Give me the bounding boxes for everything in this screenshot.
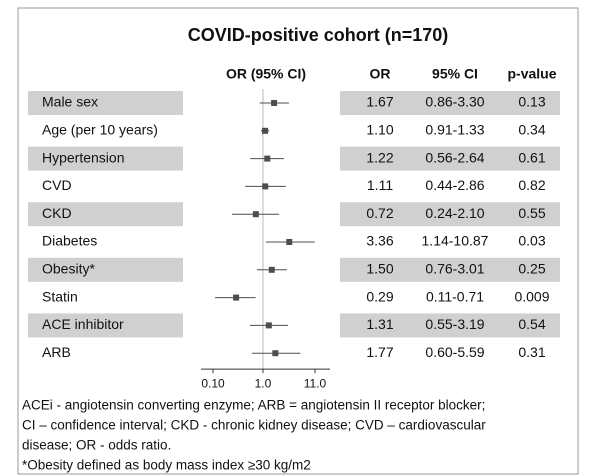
ci-value: 0.56-2.64	[425, 149, 484, 165]
p-value: 0.03	[518, 233, 545, 249]
or-value: 1.50	[366, 261, 393, 277]
point-estimate	[272, 350, 279, 357]
column-header: OR (95% CI)	[226, 66, 306, 82]
or-value: 1.10	[366, 122, 393, 138]
row-label: Age (per 10 years)	[42, 122, 158, 138]
ci-value: 0.11-0.71	[426, 288, 484, 304]
p-value: 0.31	[518, 344, 545, 360]
row-band	[28, 202, 183, 227]
row-band	[340, 146, 560, 171]
row-label: Obesity*	[42, 261, 95, 277]
frame	[17, 7, 579, 475]
ci-value: 0.24-2.10	[425, 205, 484, 221]
or-value: 0.72	[366, 205, 393, 221]
ci-value: 0.55-3.19	[425, 316, 484, 332]
row-band	[28, 91, 183, 115]
column-header: OR	[370, 66, 391, 82]
row-band	[340, 313, 560, 338]
footnote: ACEi - angiotensin converting enzyme; AR…	[22, 398, 485, 413]
x-tick-label: 0.10	[201, 376, 225, 390]
point-estimate	[265, 322, 272, 329]
row-label: CVD	[42, 177, 72, 193]
column-header: p-value	[507, 66, 556, 82]
row-label: Hypertension	[42, 149, 125, 165]
or-value: 3.36	[366, 233, 393, 249]
row-band	[340, 257, 560, 282]
point-estimate	[268, 266, 275, 273]
row-band	[28, 313, 183, 338]
ci-value: 0.60-5.59	[425, 344, 484, 360]
p-value: 0.54	[518, 316, 545, 332]
p-value: 0.25	[518, 261, 545, 277]
point-estimate	[262, 183, 269, 190]
x-tick-label: 11.0	[304, 376, 327, 390]
ci-value: 0.86-3.30	[425, 94, 484, 110]
row-label: ACE inhibitor	[42, 316, 124, 332]
p-value: 0.34	[518, 122, 545, 138]
p-value: 0.82	[518, 177, 545, 193]
point-estimate	[262, 127, 269, 134]
p-value: 0.009	[514, 288, 549, 304]
row-band	[340, 202, 560, 227]
column-header: 95% CI	[432, 66, 478, 82]
row-label: Diabetes	[42, 233, 97, 249]
row-band	[28, 146, 183, 171]
ci-value: 0.76-3.01	[425, 261, 484, 277]
p-value: 0.13	[518, 94, 545, 110]
or-value: 0.29	[366, 288, 393, 304]
row-band	[28, 257, 183, 282]
ci-value: 0.44-2.86	[425, 177, 484, 193]
chart-title: COVID-positive cohort (n=170)	[188, 25, 449, 45]
point-estimate	[233, 294, 240, 301]
row-band	[340, 91, 560, 115]
point-estimate	[271, 100, 278, 106]
point-estimate	[252, 211, 259, 218]
p-value: 0.61	[518, 149, 545, 165]
row-label: Statin	[42, 288, 78, 304]
p-value: 0.55	[518, 205, 545, 221]
ci-value: 0.91-1.33	[425, 122, 484, 138]
or-value: 1.31	[366, 316, 393, 332]
footnote: CI – confidence interval; CKD - chronic …	[22, 418, 486, 433]
or-value: 1.67	[366, 94, 393, 110]
point-estimate	[264, 155, 271, 162]
ci-value: 1.14-10.87	[422, 233, 489, 249]
footnote: disease; OR - odds ratio.	[22, 438, 171, 453]
footnote: *Obesity defined as body mass index ≥30 …	[22, 458, 311, 473]
point-estimate	[286, 239, 293, 245]
x-tick-label: 1.0	[255, 376, 272, 390]
or-value: 1.77	[366, 344, 393, 360]
or-value: 1.11	[367, 177, 393, 193]
row-label: ARB	[42, 344, 71, 360]
or-value: 1.22	[366, 149, 393, 165]
row-label: Male sex	[42, 94, 98, 110]
row-label: CKD	[42, 205, 72, 221]
